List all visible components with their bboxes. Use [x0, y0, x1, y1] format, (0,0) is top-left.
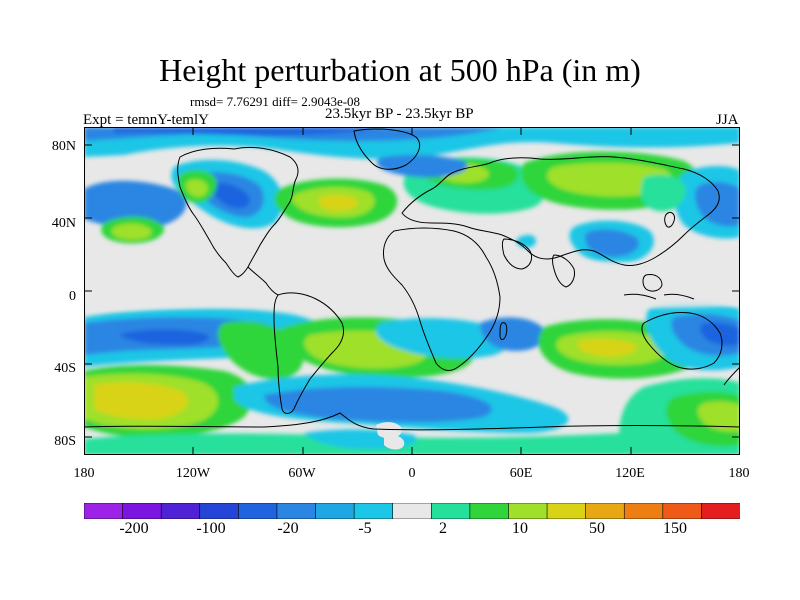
colorbar-label: 50 — [589, 520, 605, 537]
lon-tick-label: 180 — [73, 466, 95, 481]
coastlines — [84, 128, 740, 431]
colorbar-swatch — [469, 503, 510, 519]
coastline-greenland — [353, 128, 421, 170]
axis-ticks — [84, 127, 740, 455]
colorbar-swatch — [199, 503, 239, 519]
coastline-madagascar — [499, 322, 508, 340]
lon-tick-label: 60E — [509, 466, 533, 481]
colorbar-swatch — [701, 503, 740, 519]
lon-tick-label: 60W — [288, 466, 316, 481]
period-label: 23.5kyr BP - 23.5kyr BP — [325, 106, 474, 122]
lat-tick-label: 0 — [69, 289, 76, 304]
lat-tick-label: 80S — [54, 434, 76, 449]
colorbar-swatch — [353, 503, 394, 519]
coastline-south-america — [273, 292, 345, 414]
colorbar-swatch — [623, 503, 664, 519]
colorbar-swatch — [238, 503, 278, 519]
stats-line: rmsd= 7.76291 diff= 2.9043e-08 — [190, 94, 361, 109]
coastline-antarctica — [84, 412, 740, 431]
coastline-borneo — [642, 274, 663, 292]
colorbar-swatch — [508, 503, 548, 519]
lat-tick-label: 40N — [51, 216, 76, 231]
height-perturbation-map — [84, 127, 740, 455]
colorbar-swatch — [392, 503, 432, 519]
colorbar-label: -5 — [358, 520, 372, 537]
coastline-japan — [664, 212, 675, 228]
coastline-eurasia — [401, 156, 720, 266]
lon-tick-label: 120E — [615, 466, 645, 481]
neutral-patch — [376, 422, 402, 439]
colorbar-swatch — [315, 503, 355, 519]
lon-tick-label: 180 — [728, 466, 750, 481]
coastline-arabia — [502, 238, 533, 270]
colorbar-swatch — [122, 503, 162, 519]
colorbar-label: -100 — [196, 520, 226, 537]
colorbar-label: 10 — [512, 520, 528, 537]
contour-fill-layer — [84, 127, 740, 455]
colorbar-label: 150 — [663, 520, 687, 537]
colorbar — [84, 503, 740, 519]
colorbar-swatch — [662, 503, 703, 519]
colorbar-swatch — [276, 503, 317, 519]
colorbar-label: 2 — [439, 520, 447, 537]
coastline-indonesia — [623, 293, 695, 300]
colorbar-swatch — [84, 503, 124, 519]
colorbar-swatch — [160, 503, 201, 519]
coastline-central-america — [247, 266, 279, 296]
coastline-africa — [383, 227, 501, 371]
colorbar-swatch — [430, 503, 471, 519]
lat-tick-label: 80N — [51, 139, 76, 154]
lat-tick-label: 40S — [54, 361, 76, 376]
lon-tick-label: 0 — [408, 466, 416, 481]
coastline-north-america — [177, 146, 299, 278]
colorbar-swatch — [585, 503, 625, 519]
plot-title: Height perturbation at 500 hPa (in m) — [159, 52, 641, 88]
experiment-label: Expt = temnY-temlY — [83, 112, 209, 128]
colorbar-label: -20 — [277, 520, 299, 537]
neutral-patch — [384, 435, 405, 450]
season-label: JJA — [716, 112, 739, 128]
coastline-australia — [641, 312, 723, 370]
colorbar-label: -200 — [119, 520, 149, 537]
colorbar-swatch — [546, 503, 587, 519]
coastline-new-zealand — [723, 366, 740, 386]
coastline-india — [552, 254, 575, 288]
lon-tick-label: 120W — [175, 466, 211, 481]
